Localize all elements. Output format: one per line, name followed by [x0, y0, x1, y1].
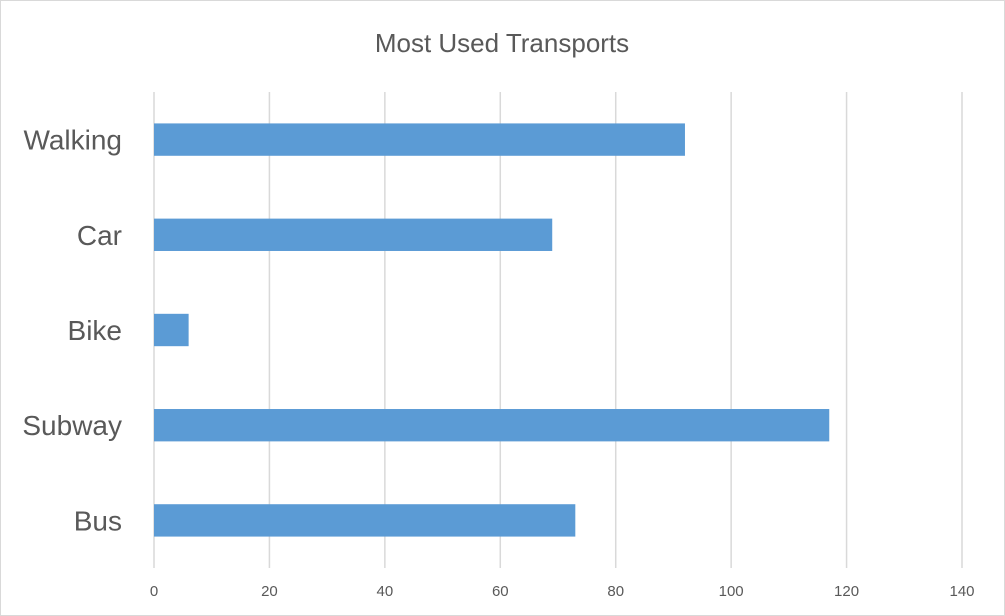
bar-walking: [154, 123, 685, 156]
gridlines: [153, 92, 963, 568]
x-tick-label: 20: [261, 583, 278, 600]
bars: [154, 123, 830, 537]
bar-subway: [154, 409, 830, 442]
chart-title: Most Used Transports: [375, 28, 629, 58]
category-label-subway: Subway: [22, 410, 122, 441]
category-labels: Walking Car Bike Subway Bus: [22, 125, 122, 537]
bar-bus: [154, 504, 576, 537]
category-label-walking: Walking: [23, 125, 122, 156]
x-tick-label: 120: [834, 583, 859, 600]
tick-labels: 0 20 40 60 80 100 120 140: [150, 583, 975, 600]
x-tick-label: 80: [607, 583, 624, 600]
x-tick-label: 60: [492, 583, 509, 600]
x-tick-label: 100: [719, 583, 744, 600]
x-tick-label: 0: [150, 583, 158, 600]
category-label-car: Car: [77, 220, 122, 251]
bar-car: [154, 218, 553, 251]
x-tick-label: 140: [949, 583, 974, 600]
category-label-bike: Bike: [68, 315, 122, 346]
x-tick-label: 40: [377, 583, 394, 600]
bar-bike: [154, 313, 189, 347]
category-label-bus: Bus: [74, 505, 122, 536]
